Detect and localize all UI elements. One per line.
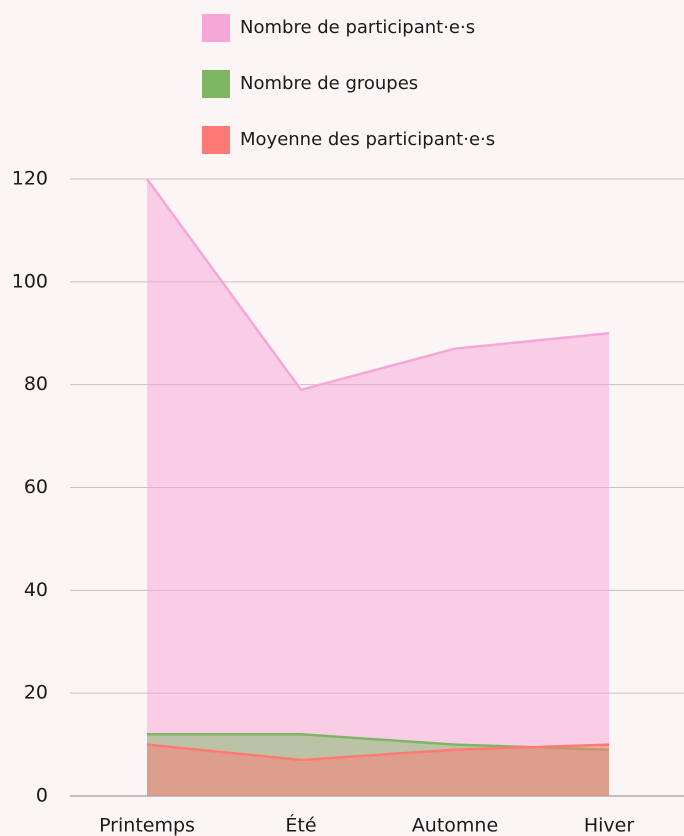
y-tick-label: 0 [36,785,48,807]
y-tick-label: 20 [24,682,48,704]
legend-label: Moyenne des participant·e·s [240,129,495,150]
legend-label: Nombre de groupes [240,73,418,94]
y-tick-label: 100 [12,270,48,292]
x-tick-label: Été [285,814,316,836]
legend-swatch [202,14,230,42]
y-tick-label: 60 [24,476,48,498]
line [146,743,610,762]
legend-label: Nombre de participant·e·s [240,17,475,38]
line [145,178,610,392]
x-tick-label: Printemps [99,815,195,836]
y-tick-label: 80 [24,373,48,395]
legend-swatch [202,126,230,154]
y-tick-label: 120 [12,168,48,190]
area [147,744,609,796]
legend: Nombre de participant·e·s Nombre de group… [202,14,495,154]
legend-swatch [202,70,230,98]
x-tick-label: Automne [412,815,498,836]
area [147,179,609,796]
y-tick-label: 40 [24,579,48,601]
x-tick-label: Hiver [584,815,634,836]
